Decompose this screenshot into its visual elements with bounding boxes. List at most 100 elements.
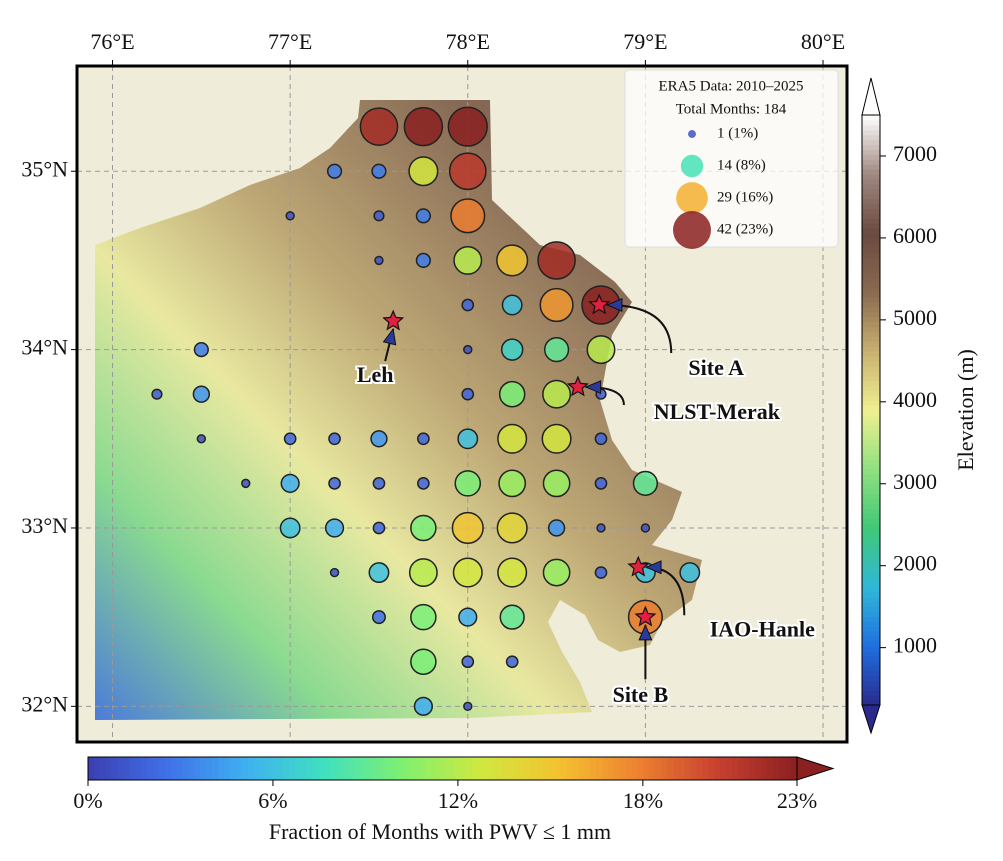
colorbar-cell bbox=[862, 685, 880, 691]
colorbar-cell bbox=[862, 537, 880, 544]
colorbar-cell bbox=[176, 757, 184, 780]
colorbar-cell bbox=[862, 228, 880, 234]
colorbar-cell bbox=[418, 757, 426, 780]
colorbar-cell bbox=[164, 757, 172, 780]
colorbar-cell bbox=[572, 757, 579, 780]
legend-marker bbox=[676, 182, 708, 214]
colorbar-tick-label: 18% bbox=[623, 788, 663, 813]
colorbar-cell bbox=[862, 513, 880, 519]
colorbar-frame bbox=[861, 114, 881, 706]
colorbar-cell bbox=[442, 757, 450, 780]
colorbar-cell bbox=[862, 660, 880, 667]
colorbar-cell bbox=[862, 459, 880, 465]
pwv-point bbox=[283, 432, 297, 446]
pwv-point bbox=[457, 428, 479, 450]
colorbar-cell bbox=[862, 218, 880, 224]
colorbar-cell bbox=[862, 655, 880, 662]
colorbar-cell bbox=[862, 547, 880, 554]
colorbar-cell bbox=[288, 757, 296, 780]
colorbar-tick-label: 5000 bbox=[893, 305, 937, 330]
colorbar-cell bbox=[862, 493, 880, 500]
colorbar-cell bbox=[424, 757, 432, 780]
pwv-point bbox=[372, 477, 386, 490]
pwv-point bbox=[542, 379, 572, 409]
colorbar-cell bbox=[495, 757, 503, 780]
colorbar-label: Fraction of Months with PWV ≤ 1 mm bbox=[269, 819, 611, 844]
colorbar-cell bbox=[862, 528, 880, 534]
colorbar-cell bbox=[330, 757, 337, 780]
site-arrow-head bbox=[382, 327, 397, 346]
colorbar-cell bbox=[862, 183, 880, 190]
colorbar-cell bbox=[472, 757, 479, 780]
colorbar-cell bbox=[862, 577, 880, 583]
colorbar-cell bbox=[862, 213, 880, 219]
colorbar-cell bbox=[862, 621, 880, 627]
colorbar-cell bbox=[862, 301, 880, 308]
colorbar-cell bbox=[862, 223, 880, 229]
colorbar-cell bbox=[862, 478, 880, 485]
colorbar-cell bbox=[862, 587, 880, 593]
colorbar-cell bbox=[135, 757, 142, 780]
colorbar-cell bbox=[862, 542, 880, 549]
pwv-point bbox=[640, 523, 651, 533]
legend-marker bbox=[688, 130, 696, 138]
legend-label: 14 (8%) bbox=[717, 157, 766, 173]
colorbar-cell bbox=[342, 757, 349, 780]
site-arrow-head bbox=[638, 623, 653, 641]
y-tick-label: 32°N bbox=[21, 691, 68, 716]
colorbar-cell bbox=[862, 311, 880, 318]
colorbar-cell bbox=[755, 757, 763, 780]
pwv-point bbox=[370, 430, 388, 448]
colorbar-cell bbox=[454, 757, 461, 780]
colorbar-tick-label: 23% bbox=[777, 788, 817, 813]
pwv-point bbox=[448, 152, 487, 191]
site-star bbox=[382, 309, 405, 331]
pwv-point bbox=[454, 470, 482, 497]
colorbar-cell bbox=[667, 757, 674, 780]
colorbar-cell bbox=[779, 757, 786, 780]
colorbar-cell bbox=[862, 631, 880, 637]
colorbar-tick-label: 3000 bbox=[893, 469, 937, 494]
colorbar-cell bbox=[649, 757, 656, 780]
colorbar-cell bbox=[862, 680, 880, 686]
colorbar-cell bbox=[862, 233, 880, 239]
colorbar-cell bbox=[542, 757, 550, 780]
colorbar-cell bbox=[584, 757, 591, 780]
colorbar-cell bbox=[300, 757, 308, 780]
y-tick-label: 35°N bbox=[21, 156, 68, 181]
colorbar-cell bbox=[123, 757, 130, 780]
colorbar-cell bbox=[324, 757, 331, 780]
site-label: IAO-Hanle bbox=[710, 616, 815, 641]
pwv-point bbox=[594, 477, 608, 490]
y-tick-label: 34°N bbox=[21, 335, 68, 360]
pwv-point bbox=[415, 252, 431, 269]
map-frame bbox=[75, 64, 849, 744]
pwv-point bbox=[408, 558, 438, 588]
colorbar-cell bbox=[862, 523, 880, 529]
colorbar-cell bbox=[93, 757, 101, 780]
pwv-point bbox=[463, 701, 473, 712]
pwv-point bbox=[453, 245, 483, 275]
colorbar-cell bbox=[217, 757, 225, 780]
pwv-point bbox=[586, 335, 616, 365]
colorbar-cell bbox=[862, 355, 880, 362]
colorbar-cell bbox=[259, 757, 266, 780]
colorbar-cell bbox=[862, 611, 880, 618]
colorbar-cell bbox=[99, 757, 107, 780]
pwv-point bbox=[193, 341, 209, 358]
colorbar-cell bbox=[507, 757, 514, 780]
colorbar-cell bbox=[862, 336, 880, 342]
fraction-colorbar: 0% 6% 12% 18% 23% Fraction of Months with PWV… bbox=[73, 756, 835, 844]
pwv-point bbox=[542, 558, 571, 587]
colorbar-tick-label: 6% bbox=[258, 788, 287, 813]
colorbar-cell bbox=[862, 129, 880, 136]
pwv-point bbox=[285, 211, 295, 221]
colorbar-cell bbox=[862, 296, 880, 303]
colorbar-cell bbox=[407, 757, 414, 780]
colorbar-cell bbox=[596, 757, 603, 780]
pwv-point bbox=[373, 210, 385, 222]
colorbar-cell bbox=[147, 757, 154, 780]
colorbar-cell bbox=[862, 134, 880, 141]
colorbar-cell bbox=[531, 757, 538, 780]
